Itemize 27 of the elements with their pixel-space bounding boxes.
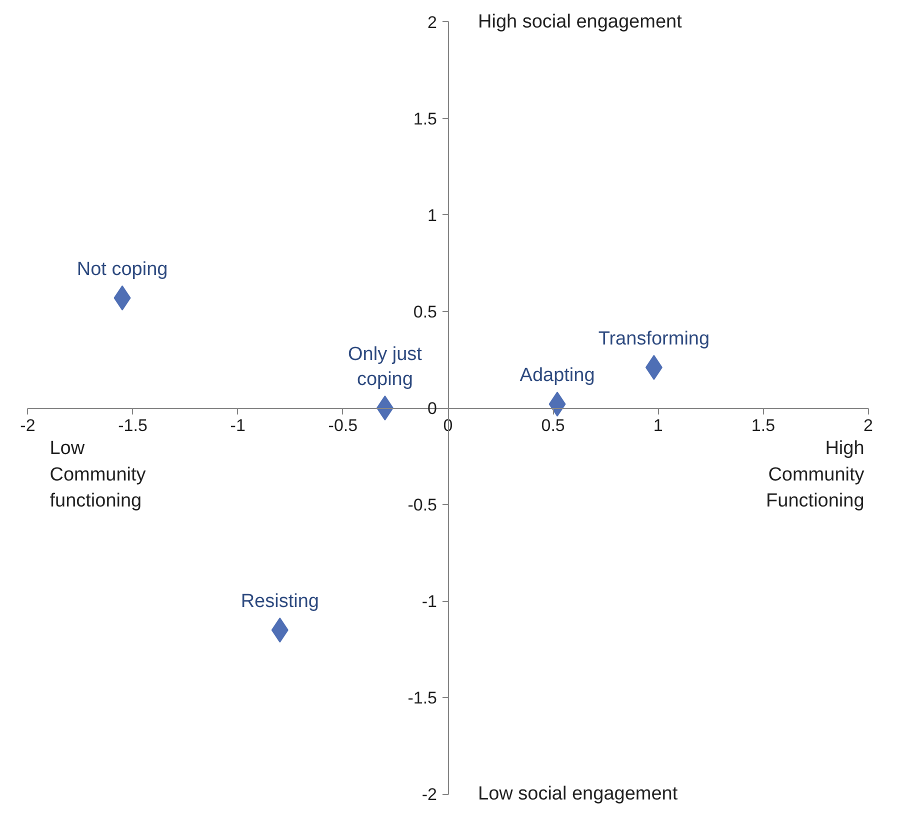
x-tick-label: -1.5: [118, 416, 148, 435]
series-label: Resisting: [240, 591, 319, 612]
y-tick-label: -2: [422, 785, 438, 804]
y-tick-label: 1: [428, 206, 438, 225]
x-tick-label: -0.5: [328, 416, 358, 435]
y-tick-label: -1: [422, 592, 438, 612]
point: [376, 396, 394, 420]
y-tick-label: 2: [428, 12, 438, 32]
series-label: Not coping: [76, 258, 168, 280]
series-label: Adapting: [520, 365, 595, 386]
y-tick-label: -0.5: [408, 496, 438, 515]
series-label: Transforming: [598, 328, 710, 350]
annotation: High Community Functioning: [766, 438, 865, 512]
annotation: High social engagement: [478, 11, 683, 32]
x-tick-label: -2: [20, 416, 36, 435]
x-tick-label: 2: [864, 416, 874, 435]
x-tick-label: 1.5: [751, 416, 776, 435]
y-tick-label: 0.5: [413, 302, 438, 322]
annotation: Low Community functioning: [50, 438, 146, 512]
x-tick-label: 1: [653, 416, 663, 435]
x-tick-label: 0.5: [541, 416, 565, 435]
y-tick-label: -1.5: [408, 688, 438, 708]
y-tick-label: 1.5: [413, 109, 438, 128]
annotation: Low social engagement: [478, 784, 678, 805]
series-label: Only just coping: [348, 344, 423, 390]
x-tick-label: -1: [230, 416, 246, 435]
y-tick-label: 0: [428, 399, 438, 418]
